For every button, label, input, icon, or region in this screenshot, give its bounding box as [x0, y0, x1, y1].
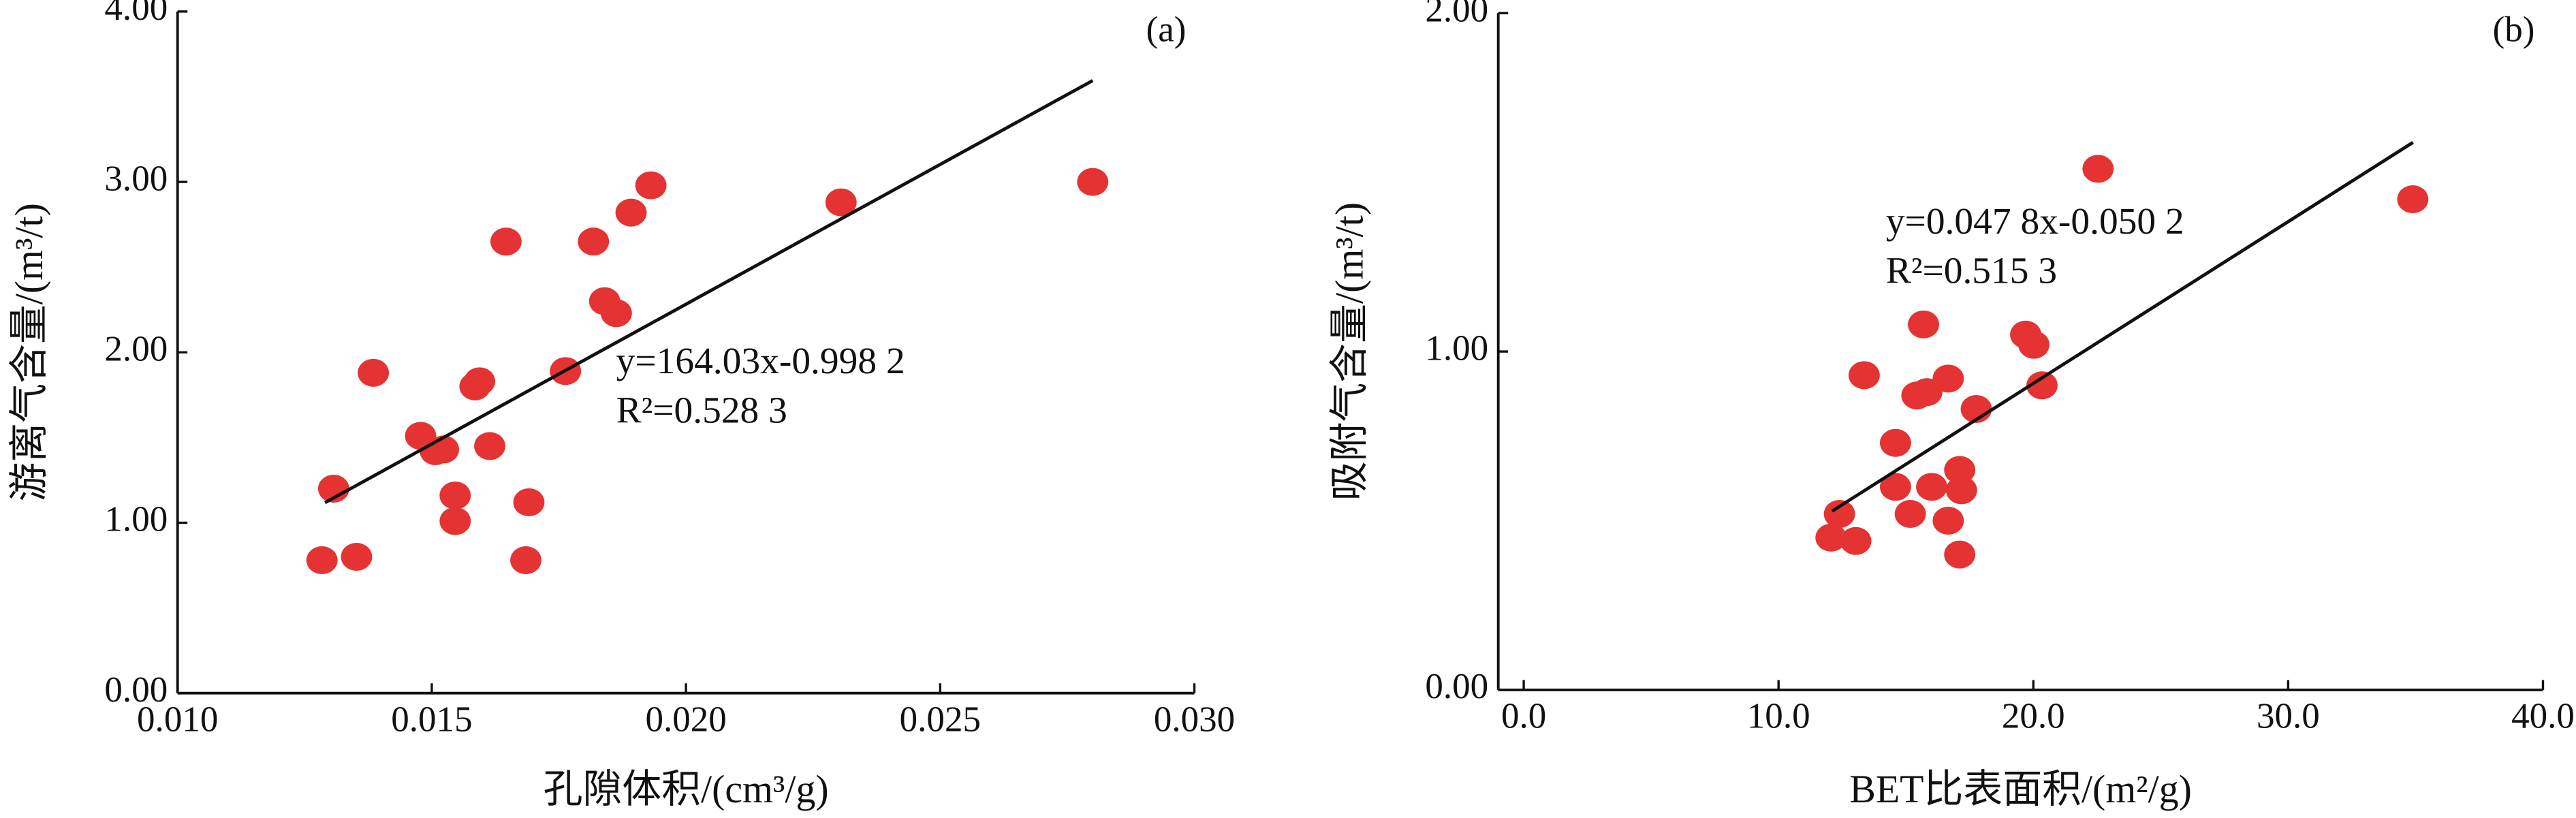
point [600, 299, 632, 328]
point [1945, 476, 1977, 505]
fit-equation: y=0.047 8x-0.050 2 [1886, 200, 2184, 242]
y-tick-label: 0.00 [104, 670, 168, 710]
panel-label: (b) [2493, 10, 2535, 49]
point [1894, 500, 1926, 529]
point [439, 507, 471, 535]
point [825, 188, 857, 217]
point [1944, 456, 1976, 484]
point [1944, 540, 1976, 569]
point [1932, 364, 1964, 393]
x-tick-label: 20.0 [2002, 696, 2065, 736]
point [1880, 473, 1911, 501]
x-axis-label: 孔隙体积/(cm³/g) [544, 767, 829, 811]
y-tick-label: 4.00 [104, 0, 168, 28]
point [439, 481, 471, 509]
panel-label: (a) [1146, 10, 1187, 49]
point [513, 488, 545, 516]
point [428, 435, 460, 464]
point [1848, 361, 1880, 390]
point [1815, 523, 1847, 552]
x-tick-label: 40.0 [2511, 696, 2575, 736]
x-tick-label: 0.010 [137, 699, 218, 739]
x-tick-label: 0.025 [900, 699, 981, 739]
y-tick-label: 2.00 [1425, 0, 1488, 29]
point [2082, 155, 2114, 183]
point [358, 358, 390, 387]
point [2026, 371, 2058, 400]
point [1916, 473, 1947, 501]
x-tick-label: 0.030 [1154, 699, 1235, 739]
y-tick-label: 2.00 [104, 329, 168, 368]
fit-line [324, 79, 1094, 505]
x-axis-label: BET比表面积/(m²/g) [1849, 767, 2192, 811]
point [1823, 500, 1855, 529]
point [474, 432, 505, 460]
x-tick-label: 30.0 [2257, 696, 2320, 736]
point [578, 227, 610, 256]
fit-line [1831, 141, 2414, 513]
y-tick-label: 1.00 [104, 500, 168, 539]
y-tick-label: 0.00 [1425, 667, 1488, 706]
point [1880, 428, 1911, 457]
point [317, 474, 349, 503]
point [341, 543, 373, 571]
point [464, 367, 496, 396]
x-tick-label: 0.020 [645, 699, 726, 739]
point [510, 546, 541, 575]
fit-r-squared: R²=0.515 3 [1886, 249, 2057, 291]
point [1908, 310, 1939, 339]
fit-r-squared: R²=0.528 3 [616, 389, 787, 430]
point [1840, 526, 1872, 555]
x-tick-label: 0.0 [1501, 696, 1546, 736]
y-tick-label: 1.00 [1425, 328, 1488, 368]
point [306, 546, 338, 575]
point [490, 227, 522, 256]
point [1077, 168, 1109, 196]
point [635, 171, 667, 200]
fit-equation: y=164.03x-0.998 2 [616, 340, 905, 381]
x-tick-label: 10.0 [1747, 696, 1810, 736]
y-axis-label: 游离气含量/(m³/t) [7, 203, 51, 501]
point [2018, 330, 2049, 359]
x-tick-label: 0.015 [391, 699, 472, 739]
point [2397, 185, 2429, 214]
point [615, 198, 647, 227]
y-tick-label: 3.00 [104, 159, 168, 198]
y-axis-label: 吸附气含量/(m³/t) [1328, 202, 1372, 501]
point [1932, 506, 1964, 535]
